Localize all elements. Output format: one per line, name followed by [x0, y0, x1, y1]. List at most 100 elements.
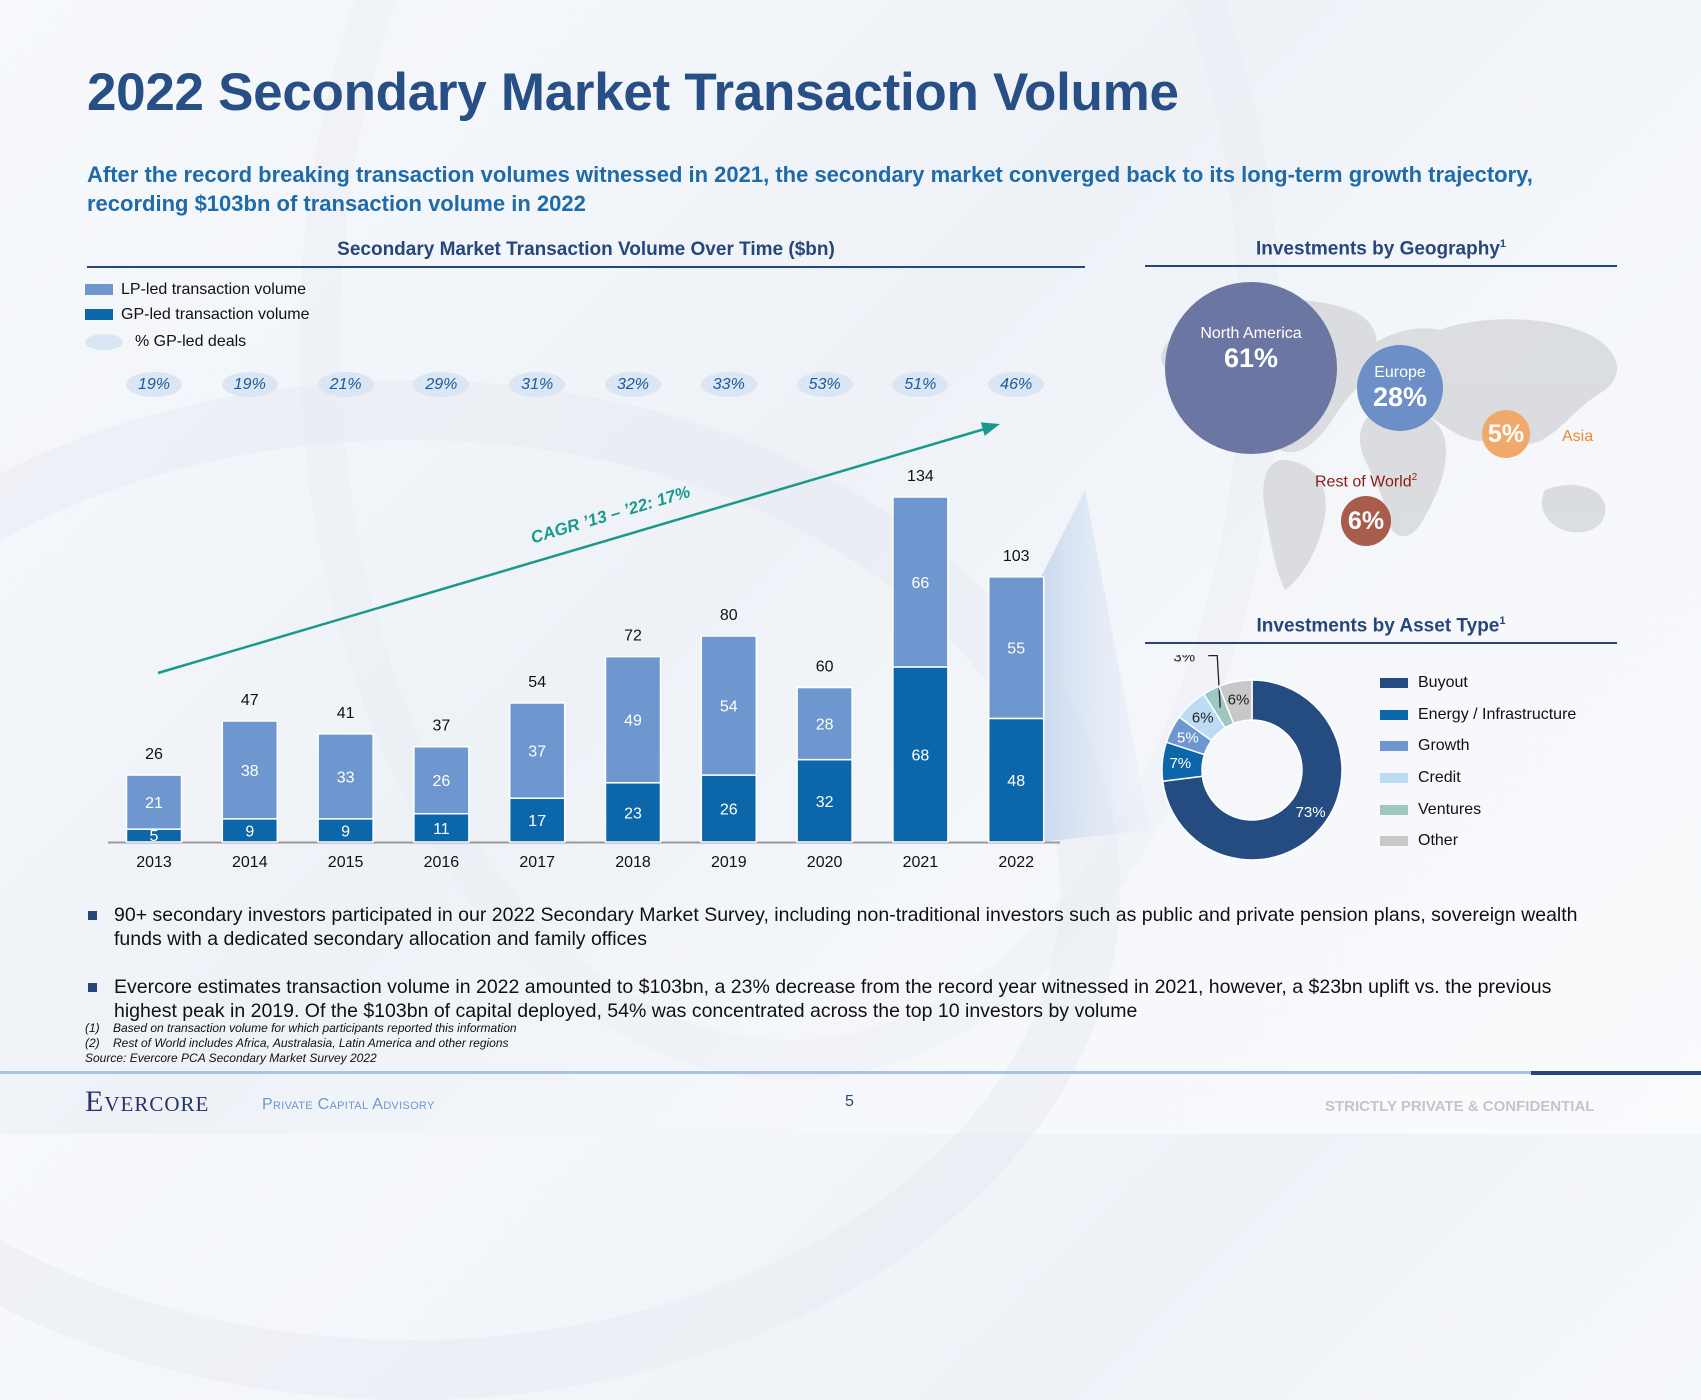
brand-name: Evercore [85, 1085, 210, 1118]
bar-label-gp-led: 26 [720, 802, 738, 819]
legend-label: Buyout [1418, 673, 1468, 691]
bar-label-lp-led: 33 [337, 769, 355, 786]
footnote-text: Rest of World includes Africa, Australas… [113, 1036, 509, 1050]
legend-label: Credit [1418, 768, 1461, 786]
asset-type-legend: Buyout Energy / Infrastructure Growth Credi… [1380, 667, 1576, 857]
x-tick-label: 2016 [424, 854, 460, 871]
geography-title-text: Investments by Geography [1255, 238, 1500, 260]
bar-label-lp-led: 54 [720, 699, 738, 716]
bar-lp-led-2014 [221, 720, 279, 820]
legend-label: Energy / Infrastructure [1418, 705, 1577, 723]
bullet-marker [88, 911, 97, 920]
region-name-asia: Asia [1562, 428, 1594, 445]
bar-total-label: 72 [624, 628, 642, 645]
bar-lp-led-2013 [125, 774, 183, 830]
bar-lp-led-2020 [796, 686, 853, 761]
bar-total-label: 60 [816, 659, 834, 676]
bar-lp-led-2022 [987, 576, 1045, 720]
bar-chart: 5 21 26 2013 9 38 47 2014 9 33 41 2015 11 26 37 2016 17 3… [108, 422, 1060, 871]
legend-swatch-pill [85, 334, 123, 350]
bubble-asia: 5% [1482, 410, 1530, 458]
footnote-ref: 1 [1499, 238, 1507, 250]
bar-lp-led-2018 [604, 655, 662, 784]
connector-wedge [1040, 490, 1150, 842]
bullet-text: 90+ secondary investors participated in … [114, 904, 1578, 950]
bar-lp-led-2019 [700, 635, 758, 776]
donut-slice-label: 73% [1296, 804, 1326, 821]
legend-item-lp-led: LP-led transaction volume [85, 277, 310, 302]
region-pct: 6% [1347, 506, 1385, 535]
gp-led-pct-pill: 21% [317, 372, 374, 397]
bar-gp-led-2021 [892, 666, 949, 843]
bullet-marker [88, 983, 97, 992]
legend-label: % GP-led deals [135, 333, 247, 350]
legend-item-gp-led-deals: % GP-led deals [85, 327, 310, 357]
asset-type-donut: 73% 7% 5% 6% 3% 6% [1161, 655, 1343, 861]
bar-chart-title-rule [87, 266, 1085, 268]
footnote-ref: 2 [1411, 472, 1418, 483]
bar-total-label: 103 [1003, 548, 1030, 565]
legend-swatch [1380, 772, 1408, 783]
x-tick-label: 2018 [615, 854, 651, 871]
legend-item: Energy / Infrastructure [1380, 699, 1576, 731]
bar-label-gp-led: 5 [150, 828, 159, 845]
geography-title: Investments by Geography1 [1145, 238, 1617, 260]
legend-item: Growth [1380, 730, 1576, 762]
bar-total-label: 54 [528, 674, 546, 691]
bar-label-lp-led: 21 [145, 795, 163, 812]
bar-label-lp-led: 66 [912, 575, 930, 592]
gp-led-pct-pill: 29% [413, 372, 470, 397]
donut-slice-other [1217, 679, 1253, 725]
legend-label: Growth [1418, 737, 1470, 755]
bar-label-gp-led: 17 [528, 813, 546, 830]
bar-label-gp-led: 9 [245, 823, 254, 840]
gp-led-pct-pill: 33% [700, 372, 757, 397]
bar-gp-led-2019 [700, 774, 758, 843]
bar-label-gp-led: 68 [912, 747, 930, 764]
region-name: North America [1200, 324, 1302, 342]
legend-swatch [1380, 677, 1408, 688]
bar-gp-led-2020 [796, 758, 853, 843]
x-tick-label: 2013 [136, 854, 172, 871]
legend-label: LP-led transaction volume [121, 280, 306, 298]
bullet-point: 90+ secondary investors participated in … [88, 903, 1618, 951]
donut-slice-label: 6% [1228, 691, 1250, 708]
asset-type-title-rule [1145, 642, 1617, 644]
cagr-annotation: CAGR ’13 – ’22: 17% [528, 482, 692, 547]
x-tick-label: 2021 [903, 854, 939, 871]
legend-item-gp-led: GP-led transaction volume [85, 302, 310, 327]
legend-swatch [1380, 836, 1408, 847]
legend-swatch [1380, 709, 1408, 720]
bubble-europe: Europe 28% [1357, 345, 1443, 431]
source-note: Source: Evercore PCA Secondary Market Su… [85, 1051, 377, 1065]
legend-item: Other [1380, 825, 1576, 857]
x-tick-label: 2020 [807, 854, 843, 871]
brand-logo: Evercore [85, 1085, 209, 1119]
legend-label: Ventures [1418, 800, 1482, 818]
bar-label-lp-led: 26 [433, 773, 451, 790]
bar-label-gp-led: 48 [1007, 773, 1025, 790]
bar-lp-led-2017 [508, 702, 566, 799]
legend-swatch-gp-led [85, 309, 113, 320]
page-number: 5 [845, 1093, 854, 1110]
gp-led-pct-pill: 19% [126, 372, 182, 397]
x-tick-label: 2017 [519, 854, 555, 871]
x-tick-label: 2014 [232, 854, 268, 871]
bar-label-gp-led: 23 [624, 805, 642, 822]
bar-label-lp-led: 55 [1007, 641, 1025, 658]
donut-slice-buyout [1161, 679, 1343, 861]
geography-title-rule [1145, 265, 1617, 267]
bar-total-label: 41 [337, 705, 355, 722]
bar-total-label: 47 [241, 692, 259, 709]
page-title: 2022 Secondary Market Transaction Volume [87, 63, 1179, 122]
legend-item: Buyout [1380, 667, 1576, 699]
legend-swatch-lp-led [85, 284, 113, 295]
bar-label-lp-led: 38 [241, 763, 259, 780]
legend-label: GP-led transaction volume [121, 305, 310, 323]
region-name-rest-of-world: Rest of World2 [1315, 472, 1417, 491]
bullet-text: Evercore estimates transaction volume in… [114, 976, 1552, 1022]
footer-rule-light [0, 1071, 1531, 1074]
legend-item: Credit [1380, 762, 1576, 794]
region-name: Europe [1374, 363, 1426, 381]
bar-gp-led-2018 [604, 782, 662, 843]
